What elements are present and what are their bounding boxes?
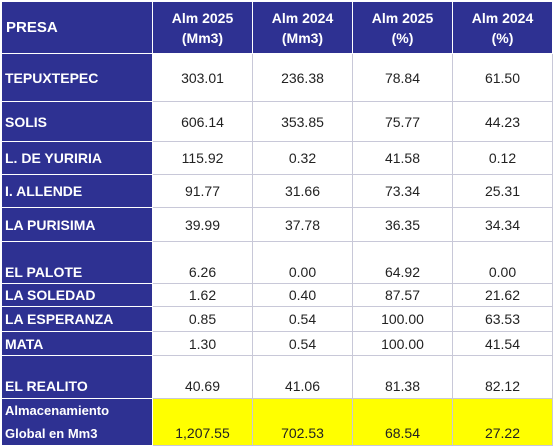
alm2025-mm3-cell: 40.69 [152,355,253,399]
table-row: EL PALOTE 6.26 0.00 64.92 0.00 [1,241,553,284]
alm2025-pct-cell: 64.92 [352,241,453,284]
alm2025-mm3-cell: 1.30 [152,331,253,356]
alm2025-pct-cell: 73.34 [352,174,453,208]
total-label-line2: Global en Mm3 [5,426,98,441]
table-row: LA SOLEDAD 1.62 0.40 87.57 21.62 [1,283,553,307]
header-alm2024-pct-line1: Alm 2024 [471,9,534,26]
presa-name: I. ALLENDE [1,174,153,208]
table-row: TEPUXTEPEC 303.01 236.38 78.84 61.50 [1,53,553,102]
table-row: L. DE YURIRIA 115.92 0.32 41.58 0.12 [1,141,553,175]
alm2024-mm3-cell: 41.06 [252,355,353,399]
table-row: MATA 1.30 0.54 100.00 41.54 [1,331,553,356]
header-alm2024-mm3-line1: Alm 2024 [271,9,334,26]
alm2024-mm3-cell: 31.66 [252,174,353,208]
alm2024-mm3-cell: 236.38 [252,53,353,102]
table-row: EL REALITO 40.69 41.06 81.38 82.12 [1,355,553,399]
presa-name: EL REALITO [1,355,153,399]
total-label-line1: Almacenamiento [5,403,110,418]
header-alm2024-mm3: Alm 2024 (Mm3) [252,1,353,54]
presa-name: LA ESPERANZA [1,306,153,332]
header-presa: PRESA [1,1,153,54]
alm2024-mm3-cell: 0.54 [252,306,353,332]
header-alm2025-pct-line2: (%) [391,29,414,46]
header-alm2024-pct: Alm 2024 (%) [452,1,553,54]
alm2024-mm3-cell: 353.85 [252,101,353,142]
presa-name: TEPUXTEPEC [1,53,153,102]
presa-name: L. DE YURIRIA [1,141,153,175]
alm2025-pct-cell: 36.35 [352,207,453,242]
alm2025-pct-cell: 41.58 [352,141,453,175]
alm2024-pct-cell: 63.53 [452,306,553,332]
alm2024-pct-cell: 44.23 [452,101,553,142]
header-row: PRESA Alm 2025 (Mm3) Alm 2024 (Mm3) Alm 20… [1,1,553,54]
table-row: I. ALLENDE 91.77 31.66 73.34 25.31 [1,174,553,208]
alm2025-mm3-cell: 0.85 [152,306,253,332]
alm2025-mm3-cell: 39.99 [152,207,253,242]
presa-name: SOLIS [1,101,153,142]
presa-name: LA SOLEDAD [1,283,153,307]
total-alm2025-pct: 68.54 [352,398,453,446]
table-row: SOLIS 606.14 353.85 75.77 44.23 [1,101,553,142]
alm2024-pct-cell: 21.62 [452,283,553,307]
header-alm2025-pct-line1: Alm 2025 [371,9,434,26]
presa-name: LA PURISIMA [1,207,153,242]
alm2024-mm3-cell: 37.78 [252,207,353,242]
presa-name: EL PALOTE [1,241,153,284]
total-row: Almacenamiento Global en Mm3 1,207.55 702… [1,398,553,446]
alm2024-mm3-cell: 0.54 [252,331,353,356]
alm2025-pct-cell: 75.77 [352,101,453,142]
header-alm2024-pct-line2: (%) [491,29,514,46]
alm2024-mm3-cell: 0.32 [252,141,353,175]
alm2024-mm3-cell: 0.40 [252,283,353,307]
alm2025-mm3-cell: 6.26 [152,241,253,284]
total-alm2024-mm3: 702.53 [252,398,353,446]
alm2025-pct-cell: 87.57 [352,283,453,307]
alm2025-pct-cell: 78.84 [352,53,453,102]
alm2025-mm3-cell: 303.01 [152,53,253,102]
alm2025-pct-cell: 81.38 [352,355,453,399]
alm2025-mm3-cell: 1.62 [152,283,253,307]
alm2024-pct-cell: 61.50 [452,53,553,102]
alm2025-pct-cell: 100.00 [352,306,453,332]
total-alm2025-mm3: 1,207.55 [152,398,253,446]
header-alm2025-mm3: Alm 2025 (Mm3) [152,1,253,54]
alm2025-pct-cell: 100.00 [352,331,453,356]
alm2024-pct-cell: 41.54 [452,331,553,356]
alm2024-pct-cell: 82.12 [452,355,553,399]
presa-name: MATA [1,331,153,356]
alm2025-mm3-cell: 115.92 [152,141,253,175]
total-alm2024-pct: 27.22 [452,398,553,446]
header-alm2025-mm3-line1: Alm 2025 [171,9,234,26]
alm2024-pct-cell: 0.00 [452,241,553,284]
alm2024-mm3-cell: 0.00 [252,241,353,284]
alm2024-pct-cell: 25.31 [452,174,553,208]
alm2024-pct-cell: 0.12 [452,141,553,175]
header-alm2025-pct: Alm 2025 (%) [352,1,453,54]
total-label: Almacenamiento Global en Mm3 [1,398,153,446]
table-row: LA PURISIMA 39.99 37.78 36.35 34.34 [1,207,553,242]
alm2024-pct-cell: 34.34 [452,207,553,242]
alm2025-mm3-cell: 606.14 [152,101,253,142]
table-row: LA ESPERANZA 0.85 0.54 100.00 63.53 [1,306,553,332]
header-alm2024-mm3-line2: (Mm3) [281,29,324,46]
alm2025-mm3-cell: 91.77 [152,174,253,208]
header-alm2025-mm3-line2: (Mm3) [181,29,224,46]
